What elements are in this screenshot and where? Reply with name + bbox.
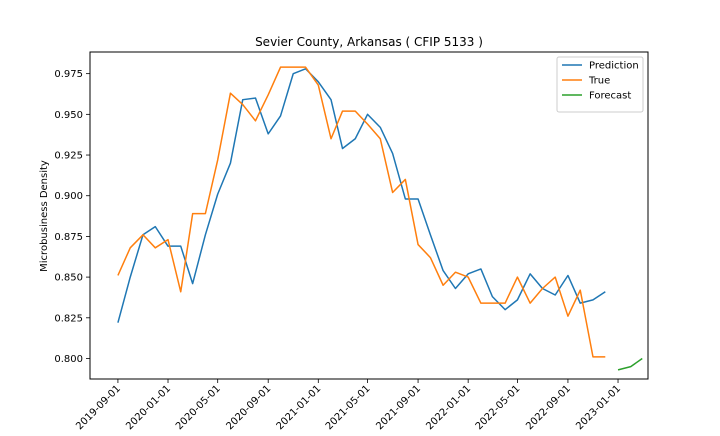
y-tick-label: 0.900 <box>54 191 83 202</box>
series-line-forecast <box>617 357 643 371</box>
plot-area <box>117 66 643 371</box>
series-line-prediction <box>117 68 606 323</box>
series-line-true <box>117 66 606 358</box>
plot-frame <box>89 51 649 380</box>
legend-box <box>556 56 644 113</box>
legend-label-prediction: Prediction <box>589 61 639 72</box>
y-tick-label: 0.975 <box>54 69 83 80</box>
y-tick-label: 0.825 <box>54 313 83 324</box>
legend: Prediction True Forecast <box>556 56 644 113</box>
chart-title: Sevier County, Arkansas ( CFIP 5133 ) <box>255 35 483 49</box>
y-tick-label: 0.875 <box>54 232 83 243</box>
y-tick-label: 0.850 <box>54 273 83 284</box>
legend-label-true: True <box>588 76 610 87</box>
y-tick-label: 0.925 <box>54 151 83 162</box>
y-axis-label: Microbusiness Density <box>39 160 50 272</box>
y-tick-label: 0.950 <box>54 110 83 121</box>
y-axis: 0.800 0.825 0.850 0.875 0.900 0.925 0.950 0.975 <box>54 69 90 365</box>
y-tick-label: 0.800 <box>54 354 83 365</box>
legend-label-forecast: Forecast <box>589 91 631 102</box>
